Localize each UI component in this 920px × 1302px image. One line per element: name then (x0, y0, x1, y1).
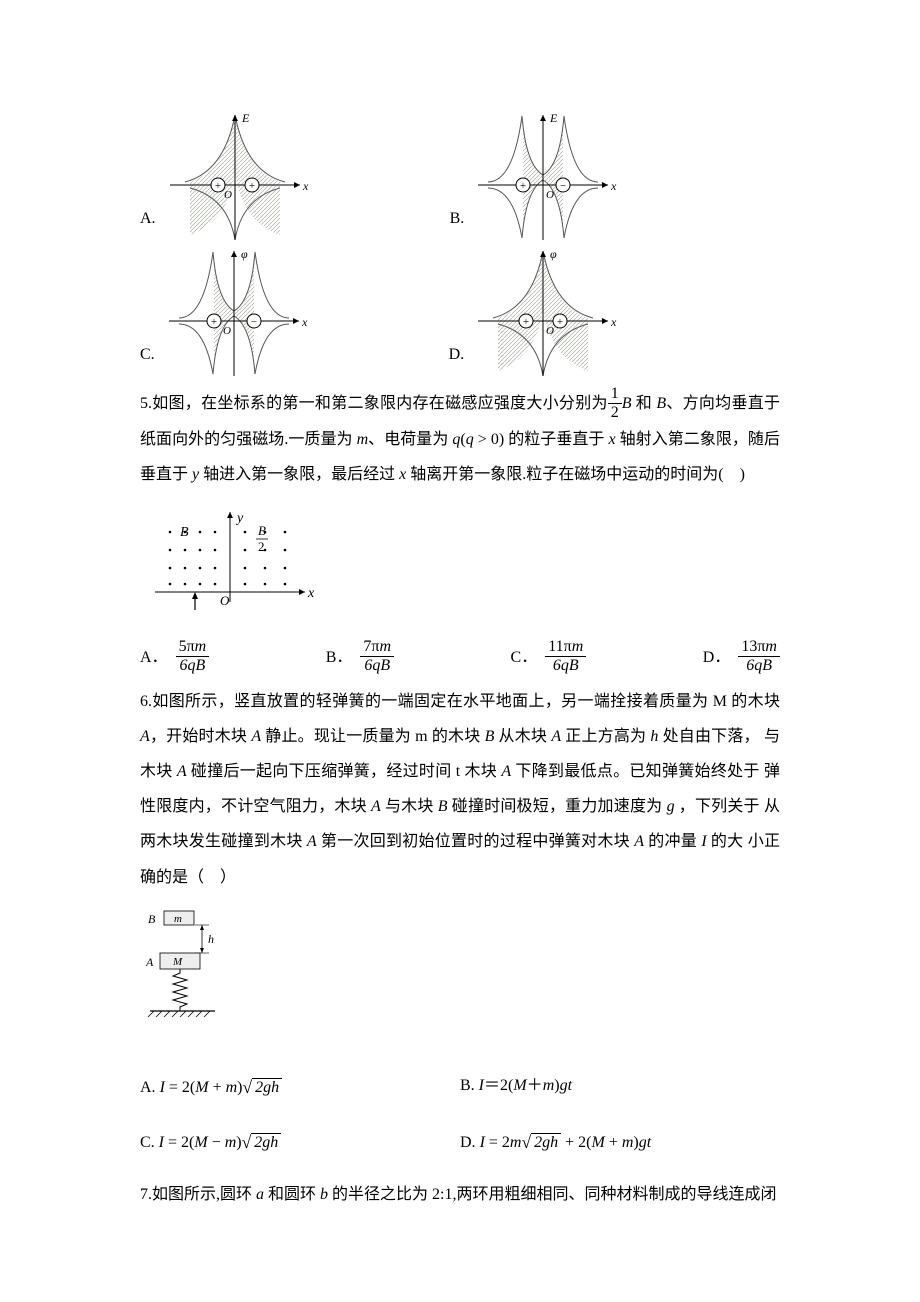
svg-text:m: m (174, 913, 182, 925)
svg-text:x: x (610, 179, 617, 193)
q4-label-a: A. (140, 201, 160, 240)
q5-l3a: 垂直于 (140, 466, 192, 483)
q5-opt-b-frac: 7πm6qB (360, 639, 394, 674)
q5-B2: B (656, 395, 666, 412)
q5-options: A． 5πm6qB B． 7πm6qB C． 11πm6qB D． 13πm6q… (140, 640, 780, 675)
svg-text:+: + (523, 316, 529, 328)
svg-text:−: − (560, 180, 566, 192)
q5-opt-b: B． 7πm6qB (326, 640, 394, 675)
q4-item-c: C. + − φ x O (140, 246, 309, 376)
q4-item-a: A. + + E x O (140, 110, 310, 240)
svg-text:O: O (224, 189, 232, 201)
q5-m: m (357, 431, 369, 448)
q5-opt-d-label: D． (703, 640, 731, 675)
svg-text:+: + (520, 180, 526, 192)
svg-text:φ: φ (241, 247, 248, 261)
q5-opt-a-frac: 5πm6qB (176, 639, 210, 674)
q5-q2: q (466, 431, 474, 448)
q6-diagram: m B h M A (140, 905, 780, 1038)
sqrt-c: 2gh (242, 1123, 282, 1162)
svg-text:O: O (220, 593, 230, 608)
svg-text:h: h (208, 932, 214, 946)
svg-text:B: B (148, 912, 156, 926)
q6-opt-c: C. I = 2(M − m)2gh (140, 1123, 460, 1162)
svg-text:+: + (214, 180, 220, 192)
q5-l3c: 轴离开第一象限.粒子在磁场中运动的时间为( ) (406, 466, 745, 483)
svg-text:B: B (180, 525, 189, 540)
q5-opt-d-frac: 13πm6qB (738, 639, 780, 674)
q7-text: 7.如图所示,圆环 a 和圆环 b 的半径之比为 2:1,两环用粗细相同、同种材… (140, 1177, 780, 1212)
q4-graph-a: + + E x O (160, 110, 310, 240)
svg-text:x: x (307, 586, 315, 601)
svg-text:+: + (557, 316, 563, 328)
q5-opt-d: D． 13πm6qB (703, 640, 780, 675)
svg-text:x: x (302, 179, 309, 193)
svg-text:x: x (301, 315, 308, 329)
q5-x: x (608, 431, 615, 448)
svg-text:−: − (251, 316, 257, 328)
q5-l2e: 轴射入第二象限，随后 (616, 431, 780, 448)
q6-opt-a: A. I = 2(M + m)2gh (140, 1068, 460, 1107)
q4-item-b: B. + − E x O (450, 110, 619, 240)
svg-text:O: O (223, 325, 231, 337)
sqrt-a: 2gh (243, 1068, 283, 1107)
svg-text:M: M (172, 956, 183, 968)
svg-text:2: 2 (258, 539, 265, 554)
q5-opt-c-frac: 11πm6qB (545, 639, 586, 674)
svg-text:y: y (235, 511, 244, 526)
q4-graph-b: + − E x O (468, 110, 618, 240)
q4-label-b: B. (450, 201, 469, 240)
q5-l3b: 轴进入第一象限，最后经过 (199, 466, 399, 483)
q6-text: 6.如图所示，竖直放置的轻弹簧的一端固定在水平地面上，另一端拴接着质量为 M 的… (140, 684, 780, 895)
q5-B1: B (622, 395, 632, 412)
q5-t1: 5.如图，在坐标系的第一和第二象限内存在磁感应强度大小分别为 (140, 395, 608, 412)
q6-opt-b: B. I＝2(M＋m)gt (460, 1068, 780, 1107)
svg-text:O: O (546, 189, 554, 201)
svg-text:O: O (546, 325, 554, 337)
q5-t3: 、方向均垂直于 (666, 395, 780, 412)
svg-text:+: + (248, 180, 254, 192)
q6-opt-d: D. I = 2m2gh + 2(M + m)gt (460, 1123, 780, 1162)
svg-text:B: B (258, 523, 266, 538)
q5-opt-c: C． 11πm6qB (511, 640, 587, 675)
svg-text:A: A (145, 955, 154, 969)
q5-opt-a: A． 5πm6qB (140, 640, 209, 675)
q4-graph-d: + + φ x O (468, 246, 618, 376)
sqrt-d: 2gh (521, 1123, 561, 1162)
svg-text:E: E (549, 111, 558, 125)
svg-text:x: x (610, 315, 617, 329)
q5-opt-c-label: C． (511, 640, 538, 675)
svg-text:E: E (241, 111, 250, 125)
q4-label-c: C. (140, 337, 159, 376)
q5-l2d: > 0) 的粒子垂直于 (474, 431, 609, 448)
q5-frac: 12 (608, 386, 622, 421)
q5-t2: 和 (632, 395, 657, 412)
q5-diagram: B y x O B 2 (140, 502, 780, 630)
q5-l2b: 、电荷量为 (368, 431, 452, 448)
q4-row-cd: C. + − φ x O D. (140, 246, 780, 376)
q5-opt-b-label: B． (326, 640, 353, 675)
q5-l2a: 纸面向外的匀强磁场.一质量为 (140, 431, 357, 448)
q4-label-d: D. (449, 337, 469, 376)
q5-opt-a-label: A． (140, 640, 168, 675)
svg-text:+: + (211, 316, 217, 328)
q5-text: 5.如图，在坐标系的第一和第二象限内存在磁感应强度大小分别为12B 和 B、方向… (140, 386, 780, 492)
q6-l1: 6.如图所示，竖直放置的轻弹簧的一端固定在水平地面上，另一端拴接着质量为 M 的… (140, 693, 780, 710)
q6-diagram-svg: m B h M A (140, 905, 235, 1025)
q6-options: A. I = 2(M + m)2gh B. I＝2(M＋m)gt C. I = … (140, 1068, 780, 1161)
q5-diagram-svg: B y x O B 2 (140, 502, 320, 617)
q4-graph-c: + − φ x O (159, 246, 309, 376)
q4-graphs: A. + + E x O (140, 110, 780, 376)
svg-text:φ: φ (550, 247, 557, 261)
q4-row-ab: A. + + E x O (140, 110, 780, 240)
q4-item-d: D. + + φ x O (449, 246, 619, 376)
